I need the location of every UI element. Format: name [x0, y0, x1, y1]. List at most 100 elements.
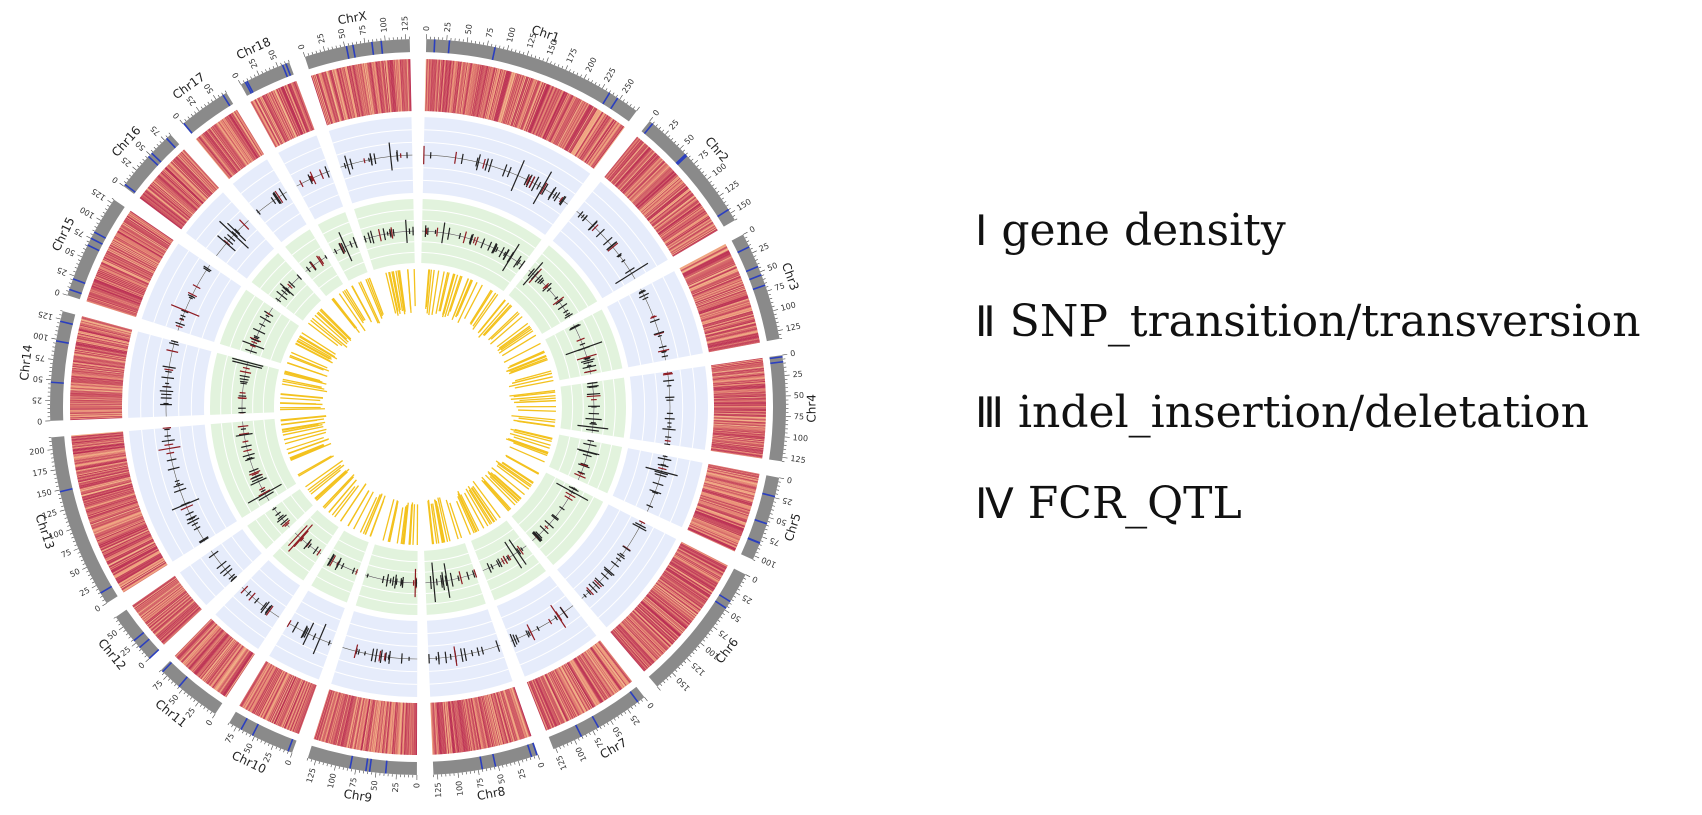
gene-density-bin [88, 501, 138, 519]
axis-tick [242, 80, 245, 83]
gene-density-bin [565, 662, 593, 709]
gene-density-bin [627, 161, 666, 199]
gene-density-bin [572, 110, 601, 156]
axis-tick [91, 581, 95, 584]
gene-density-bin [569, 660, 598, 706]
gene-density-bin [81, 481, 132, 496]
axis-tick [581, 736, 584, 739]
gene-density-bin [713, 409, 766, 412]
gene-density-bin [704, 479, 756, 494]
gene-density-bin [190, 631, 226, 672]
tick-label: 175 [565, 47, 579, 65]
gene-density-bin [214, 123, 246, 167]
gene-density-bin [488, 68, 502, 120]
gene-density-bin [220, 120, 251, 164]
gene-density-bin [92, 283, 142, 303]
axis-tick [146, 151, 151, 155]
axis-tick [256, 738, 259, 741]
fcr-qtl-line [340, 483, 367, 522]
indel-mark [259, 322, 266, 328]
gene-density-bin [226, 116, 256, 161]
gene-density-bin [376, 61, 384, 114]
axis-tick [656, 686, 661, 691]
axis-tick [123, 630, 126, 633]
snp-mark [591, 224, 599, 232]
gene-density-bin [638, 175, 679, 211]
gene-density-bin [332, 693, 347, 745]
indel-mark [578, 471, 584, 475]
gene-density-bin [585, 650, 617, 694]
gene-density-bin [365, 699, 375, 752]
axis-tick [515, 49, 517, 53]
gene-density-bin [70, 416, 123, 420]
tick-label: 50 [68, 567, 81, 580]
gene-density-bin [486, 694, 500, 746]
gene-density-bin [360, 698, 370, 751]
gene-density-bin [101, 529, 150, 553]
indel-mark [508, 539, 527, 565]
gene-density-bin [95, 274, 145, 296]
gene-density-bin [340, 695, 354, 747]
gene-density-bin [167, 164, 206, 202]
gene-density-bin [476, 696, 489, 749]
axis-tick [775, 493, 779, 495]
gene-density-bin [675, 551, 722, 578]
gene-density-bin [350, 697, 362, 749]
gene-density-bin [593, 644, 626, 688]
gene-density-bin [698, 501, 748, 519]
gene-density-bin [96, 521, 146, 543]
gene-density-bin [437, 59, 443, 112]
gene-density-bin [689, 525, 738, 547]
gene-density-bin [99, 265, 148, 288]
gene-density-bin [346, 66, 359, 118]
gene-density-bin [619, 623, 656, 663]
gene-density-bin [510, 687, 529, 738]
gene-density-bin [77, 336, 129, 348]
gene-density-bin [116, 555, 163, 583]
gene-density-bin [88, 295, 138, 313]
gene-density-bin [678, 546, 725, 573]
legend-numeral: Ⅲ [975, 388, 1004, 437]
gene-density-bin [671, 228, 717, 256]
gene-density-bin [711, 441, 764, 449]
gene-density-bin [271, 675, 294, 723]
snp-mark [487, 158, 493, 173]
gene-density-bin [285, 680, 307, 730]
snp-mark [175, 321, 185, 327]
gene-density-bin [712, 367, 764, 375]
gene-density-bin [477, 696, 490, 748]
gene-density-bin [389, 701, 395, 754]
gene-density-bin [103, 257, 151, 281]
indel-gridline [518, 477, 557, 525]
snp-mark [621, 259, 626, 263]
gene-density-bin [669, 562, 715, 591]
gene-density-bin [230, 113, 260, 158]
axis-tick [77, 259, 81, 261]
gene-density-bin [540, 90, 564, 139]
gene-density-bin [218, 649, 250, 694]
gene-density-bin [97, 522, 146, 544]
gene-density-bin [91, 508, 141, 528]
indel-mark [578, 463, 590, 469]
snp-mark [264, 604, 273, 615]
indel-gridline [343, 261, 365, 272]
axis-tick [200, 106, 203, 109]
gene-density-bin [282, 679, 304, 728]
axis-tick [767, 521, 771, 523]
gene-density-bin [499, 691, 516, 742]
gene-density-bin [74, 349, 127, 360]
snp-mark [255, 209, 261, 215]
gene-density-bin [199, 135, 234, 177]
gene-density-bin [74, 352, 126, 362]
indel-gridline [230, 358, 239, 415]
gene-density-bin [604, 137, 639, 179]
axis-tick [719, 192, 724, 197]
gene-density-bin [480, 66, 493, 118]
gene-density-bin [484, 695, 498, 747]
gene-density-bin [641, 599, 682, 635]
fcr-qtl-line [496, 322, 529, 348]
axis-tick [574, 739, 577, 745]
gene-density-bin [668, 221, 713, 250]
gene-density-bin [634, 608, 674, 645]
axis-tick [253, 74, 256, 78]
